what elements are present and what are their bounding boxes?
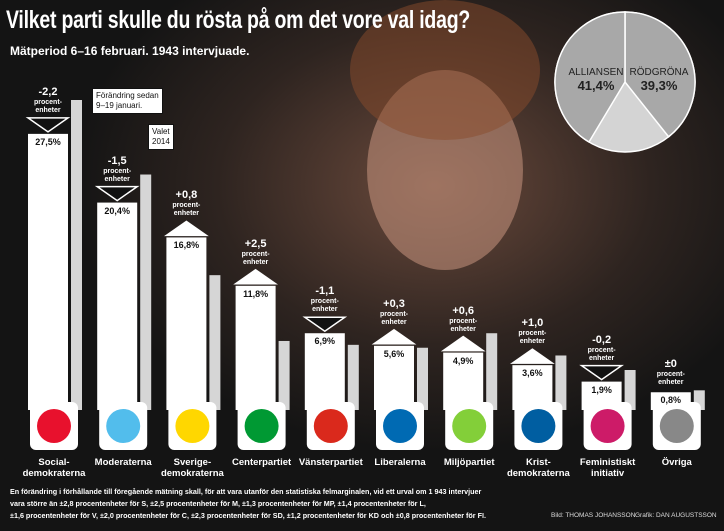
party-logo xyxy=(521,409,556,443)
change-unit: procent- enheter xyxy=(241,250,270,266)
pie-slice xyxy=(624,11,696,138)
bar xyxy=(97,202,138,410)
change-label: +0,3 xyxy=(383,297,405,310)
value-label: 4,9% xyxy=(452,355,474,366)
change-label: -2,2 xyxy=(38,85,58,98)
party-logo xyxy=(659,409,694,443)
value-label: 1,9% xyxy=(591,384,612,395)
party-name: Vänsterpartiet xyxy=(298,457,363,468)
change-arrow xyxy=(233,268,278,285)
change-label: +1,0 xyxy=(521,317,544,330)
change-arrow xyxy=(25,117,71,133)
change-unit: procent- enheter xyxy=(518,330,547,346)
title: Vilket parti skulle du rösta på om det v… xyxy=(6,6,471,34)
footnote: En förändring i förhållande till föregåe… xyxy=(10,486,486,522)
change-unit: procent- enheter xyxy=(587,346,616,362)
party-logo xyxy=(106,409,141,443)
change-label: +0,6 xyxy=(452,304,475,317)
change-label: -0,2 xyxy=(592,333,612,346)
pie-value: 41,4% xyxy=(577,78,615,93)
election-callout: Valet 2014 xyxy=(148,124,174,150)
party-logo xyxy=(244,409,279,443)
change-unit: procent- enheter xyxy=(34,98,62,114)
value-label: 20,4% xyxy=(104,205,130,216)
change-arrow xyxy=(510,348,555,364)
party-logo xyxy=(313,409,348,443)
change-callout: Förändring sedan 9–19 januari. xyxy=(92,88,163,114)
party-logo xyxy=(37,409,71,443)
election-bar xyxy=(624,370,636,410)
graphic-credit: Grafik: DAN AUGUSTSSON xyxy=(635,512,717,519)
election-bar xyxy=(71,100,82,410)
change-arrow xyxy=(94,185,140,202)
party-name: Moderaterna xyxy=(94,457,152,468)
election-bar xyxy=(278,340,290,410)
change-arrow xyxy=(371,328,417,345)
election-bar xyxy=(693,390,705,410)
pie-label: ALLIANSEN xyxy=(568,67,624,78)
party-name: Centerpartiet xyxy=(232,457,292,468)
value-label: 27,5% xyxy=(35,136,61,147)
election-bar xyxy=(140,174,152,410)
subtitle: Mätperiod 6–16 februari. 1943 intervjuad… xyxy=(10,44,250,58)
bar xyxy=(374,345,414,410)
footnote-line: En förändring i förhållande till föregåe… xyxy=(10,487,482,496)
change-arrow xyxy=(164,220,209,237)
pie-label: RÖDGRÖNA xyxy=(629,67,689,78)
bar xyxy=(235,285,276,410)
change-label: ±0 xyxy=(664,358,677,371)
footnote-line: ±1,6 procentenheter för V, ±2,0 procente… xyxy=(10,511,486,520)
party-name: Övriga xyxy=(661,457,692,468)
change-label: +2,5 xyxy=(244,237,267,250)
change-label: +0,8 xyxy=(175,189,198,202)
photo-credit: Bild: THOMAS JOHANSSON xyxy=(551,512,636,519)
change-label: -1,1 xyxy=(315,285,335,298)
change-unit: procent- enheter xyxy=(172,202,201,218)
election-bar xyxy=(347,344,359,410)
change-arrow xyxy=(302,316,348,333)
election-bar xyxy=(486,333,498,410)
value-label: 3,6% xyxy=(522,368,543,379)
party-logo xyxy=(175,409,210,443)
bar xyxy=(304,333,345,410)
footnote-line: vara större än ±2,8 procentenheter för S… xyxy=(10,499,426,508)
value-label: 6,9% xyxy=(314,336,336,347)
election-bar xyxy=(555,355,567,410)
pie-slice xyxy=(554,11,626,144)
party-name: Sverige- demokraterna xyxy=(160,457,224,479)
bar xyxy=(28,133,68,410)
party-name: Social- demokraterna xyxy=(22,457,86,479)
change-arrow xyxy=(440,335,486,352)
election-bar xyxy=(209,275,221,410)
party-name: Feministiskt initiativ xyxy=(579,457,636,479)
value-label: 0,8% xyxy=(660,395,682,406)
photo-hair xyxy=(350,0,540,140)
party-name: Krist- demokraterna xyxy=(506,457,570,479)
change-unit: procent- enheter xyxy=(310,298,339,314)
change-unit: procent- enheter xyxy=(380,310,408,326)
party-name: Miljöpartiet xyxy=(443,457,495,468)
party-logo xyxy=(590,409,625,443)
election-bar xyxy=(417,347,428,410)
change-label: -1,5 xyxy=(107,154,127,167)
change-unit: procent- enheter xyxy=(449,317,478,333)
pie-value: 39,3% xyxy=(640,78,678,93)
party-name: Liberalerna xyxy=(374,457,426,468)
value-label: 5,6% xyxy=(383,348,405,359)
change-unit: procent- enheter xyxy=(103,167,132,183)
change-unit: procent- enheter xyxy=(656,371,685,387)
value-label: 16,8% xyxy=(173,240,200,251)
party-logo xyxy=(383,409,417,443)
change-arrow xyxy=(579,364,624,381)
bar xyxy=(443,352,484,410)
value-label: 11,8% xyxy=(243,288,269,299)
party-logo xyxy=(452,409,487,443)
bar xyxy=(166,237,207,410)
